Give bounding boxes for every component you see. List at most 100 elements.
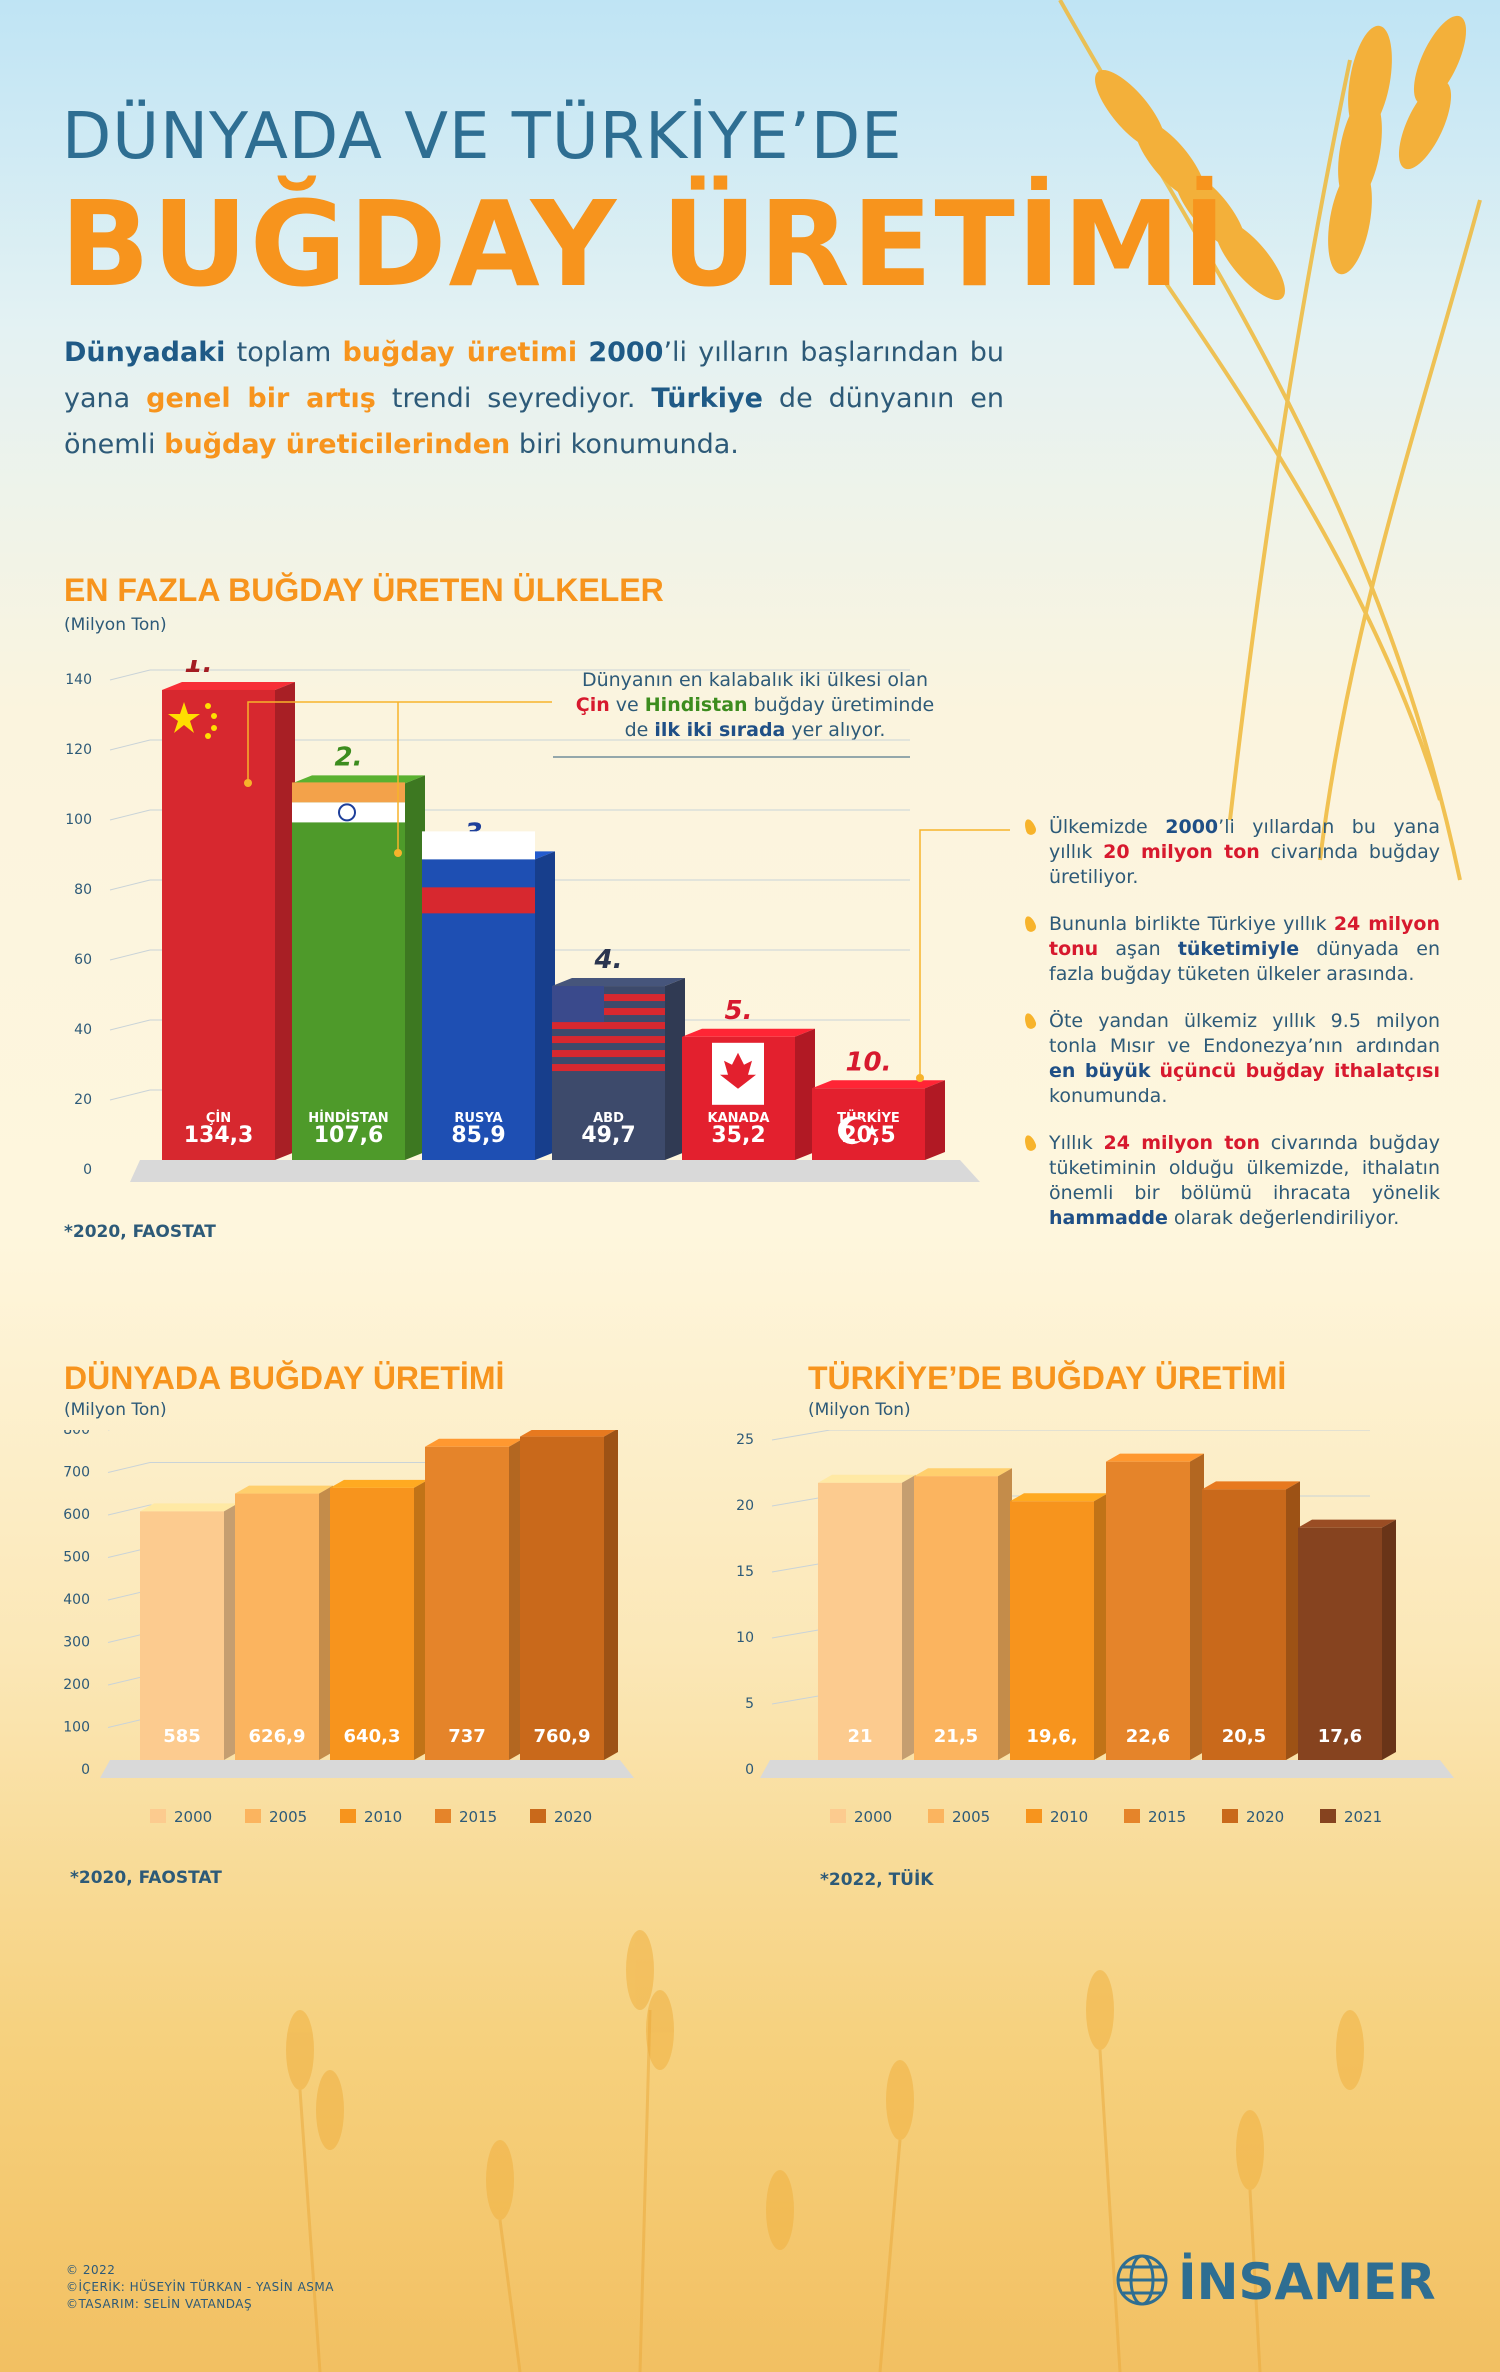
bar [140,1511,224,1760]
bar-value-label: 21 [847,1726,872,1747]
bar-side [405,775,425,1160]
bar-side [795,1028,815,1160]
credits-content: ©İÇERİK: HÜSEYİN TÜRKAN - YASİN ASMA [66,2280,334,2294]
bar-side [1286,1481,1300,1760]
y-tick-label: 120 [65,742,92,758]
india-flag-saffron [292,782,405,803]
legend-label: 2020 [554,1808,592,1826]
bar-side [665,978,685,1160]
china-small-star-icon [211,712,217,719]
legend-swatch [1026,1809,1042,1823]
legend-swatch [1222,1809,1238,1823]
bar-top [552,978,685,987]
y-tick-label: 20 [74,1092,92,1108]
y-tick-label: 0 [745,1762,754,1778]
note-dot [916,1074,924,1082]
y-tick-label: 100 [63,1720,90,1736]
credits: © 2022 ©İÇERİK: HÜSEYİN TÜRKAN - YASİN A… [66,2262,334,2313]
turkey-chart-source: *2022, TÜİK [820,1870,934,1890]
callout-dot [394,849,402,857]
bar-top [235,1485,333,1494]
bar-top [140,1503,238,1512]
y-tick-label: 400 [63,1592,90,1608]
bar [818,1482,902,1760]
bar-value-label: 21,5 [934,1726,978,1747]
y-tick-label: 60 [74,952,92,968]
bar [1106,1461,1190,1760]
y-tick-label: 600 [63,1507,90,1523]
china-small-star-icon [211,724,217,731]
y-tick-label: 0 [81,1762,90,1778]
wheat-leaf-icon [1022,1011,1038,1031]
page-title-line1: DÜNYADA VE TÜRKİYE’DE [62,100,903,174]
india-chakra-icon [338,803,356,822]
rank-label: 4. [594,945,623,975]
bar-side [1094,1493,1108,1760]
rank-label: 10. [845,1047,891,1077]
gridline-slant [109,809,151,821]
y-tick-label: 0 [83,1162,92,1178]
bar-value-label: 49,7 [581,1123,635,1148]
top-chart-callout: Dünyanın en kalabalık iki ülkesi olan Çin… [575,669,935,741]
legend-label: 2021 [1344,1808,1382,1826]
gridline-slant [107,1462,151,1473]
turkey-chart-unit: (Milyon Ton) [808,1400,911,1420]
russia-flag-white [422,831,535,860]
credits-year: © 2022 [66,2263,116,2277]
bar-value-label: 640,3 [344,1726,401,1747]
usa-stripe [552,1008,665,1016]
turkey-star-icon [865,1124,879,1138]
y-tick-label: 800 [63,1430,90,1438]
legend-swatch [340,1809,356,1823]
bar-value-label: 35,2 [711,1123,765,1148]
callout-dot [244,779,252,787]
turkey-chart-title: TÜRKİYE’DE BUĞDAY ÜRETİMİ [808,1360,1287,1396]
y-tick-label: 700 [63,1465,90,1481]
country-label: KANADA [708,1111,770,1126]
bar-top [1010,1493,1108,1502]
maple-leaf-icon [720,1052,756,1089]
china-star-icon [168,701,200,733]
top-countries-chart: 0204060801001201401.ÇİN134,32.HİNDİSTAN1… [65,660,1010,1182]
bar-value-label: 20,5 [1222,1726,1266,1747]
bar [292,783,405,1160]
turkey-crescent-cut [846,1119,868,1142]
legend-swatch [435,1809,451,1823]
bar-value-label: 22,6 [1126,1726,1170,1747]
usa-stripe [552,994,665,1002]
bar-value-label: 585 [163,1726,201,1747]
bar-top [425,1438,523,1447]
bar-value-label: 134,3 [184,1123,254,1148]
bar-top [914,1468,1012,1477]
y-tick-label: 15 [736,1564,754,1580]
bar [330,1487,414,1760]
bar-value-label: 20,5 [841,1123,895,1148]
bar-top [162,681,295,690]
turkey-note-3: Öte yandan ülkemiz yıllık 9.5 milyon ton… [1022,1009,1440,1109]
bar-value-label: 19,6, [1026,1726,1077,1747]
country-label: ABD [593,1111,624,1126]
bar-side [1382,1519,1396,1760]
legend-swatch [1320,1809,1336,1823]
intro-paragraph: Dünyadaki toplam buğday üretimi 2000’li … [64,337,1004,460]
y-tick-label: 200 [63,1677,90,1693]
china-small-star-icon [205,732,211,739]
turkey-notes: Ülkemizde 2000’li yıllardan bu yana yıll… [1022,815,1440,1253]
usa-stripe [552,1022,665,1030]
bar-value-label: 626,9 [249,1726,306,1747]
bar [1298,1527,1382,1760]
insamer-logo[interactable]: İNSAMER [1110,2245,1450,2315]
bar-side [1190,1453,1204,1760]
bar-top [1106,1453,1204,1462]
gridline-slant [109,949,151,961]
legend-label: 2005 [952,1808,990,1826]
bar-side [319,1485,333,1760]
turkey-production-chart: 0 5 10 15 20 25 21 21,5 19,6, 22,6 20,5 17,6 2000 200… [736,1430,1454,1826]
legend-label: 2010 [1050,1808,1088,1826]
gridline-slant [109,879,151,891]
bar-top [1298,1519,1396,1528]
y-tick-label: 40 [74,1022,92,1038]
india-flag-white [292,802,405,823]
usa-canton [552,986,604,1023]
bar [162,689,275,1160]
